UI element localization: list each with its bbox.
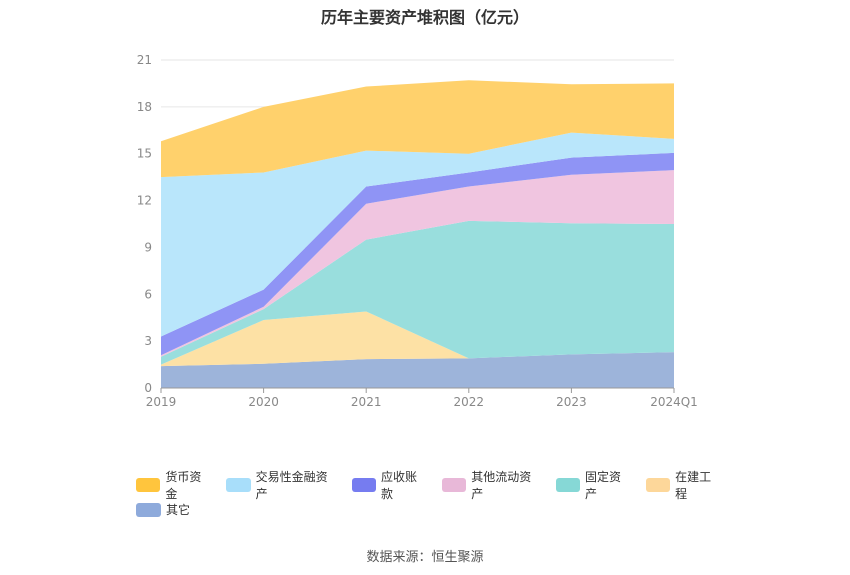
legend-label: 交易性金融资产 bbox=[255, 469, 328, 501]
legend-label: 在建工程 bbox=[675, 469, 712, 501]
area-series-应收账款 bbox=[161, 152, 674, 356]
legend-row: 货币资金 交易性金融资产 应收账款 其他流动资产 固定资产 在建工程 bbox=[136, 470, 736, 501]
legend-item[interactable]: 固定资产 bbox=[555, 468, 632, 502]
data-source-note: 数据来源：恒生聚源 bbox=[366, 550, 484, 565]
area-series-货币资金 bbox=[161, 80, 674, 178]
area-series-固定资产 bbox=[161, 220, 674, 365]
area-series-其他流动资产 bbox=[161, 170, 674, 357]
y-tick-label: 18 bbox=[137, 100, 152, 114]
y-tick-label: 12 bbox=[137, 194, 152, 208]
legend-swatch bbox=[136, 502, 161, 517]
legend-label: 其他流动资产 bbox=[471, 469, 532, 501]
legend-swatch bbox=[555, 477, 580, 492]
x-tick-label: 2023 bbox=[556, 395, 587, 409]
legend-item[interactable]: 其它 bbox=[136, 501, 190, 518]
chart-title: 历年主要资产堆积图（亿元） bbox=[320, 8, 529, 27]
y-tick-label: 9 bbox=[144, 240, 152, 254]
legend-item[interactable]: 交易性金融资产 bbox=[226, 468, 337, 502]
legend-label: 其它 bbox=[166, 503, 191, 517]
x-tick-label: 2024Q1 bbox=[650, 395, 698, 409]
x-tick-label: 2019 bbox=[146, 395, 177, 409]
legend-item[interactable]: 在建工程 bbox=[645, 468, 722, 502]
x-tick-label: 2021 bbox=[351, 395, 382, 409]
area-series-交易性金融资产 bbox=[161, 132, 674, 337]
y-tick-label: 0 bbox=[144, 381, 152, 395]
legend-swatch bbox=[645, 477, 671, 492]
stacked-area-chart: 0 3 6 9 12 15 18 21 2019 2020 2021 2022 2023 2024Q1 bbox=[137, 53, 698, 409]
y-tick-label: 3 bbox=[144, 334, 152, 348]
legend-label: 货币资金 bbox=[165, 469, 202, 501]
area-series-在建工程 bbox=[161, 311, 674, 367]
y-tick-label: 21 bbox=[137, 53, 152, 67]
x-tick-label: 2020 bbox=[248, 395, 279, 409]
y-tick-label: 15 bbox=[137, 147, 152, 161]
legend-item[interactable]: 其他流动资产 bbox=[441, 468, 542, 502]
legend-item[interactable]: 应收账款 bbox=[351, 468, 428, 502]
legend-item[interactable]: 货币资金 bbox=[136, 468, 212, 502]
legend-row: 其它 bbox=[136, 497, 736, 522]
legend-label: 应收账款 bbox=[381, 469, 418, 501]
legend-swatch bbox=[136, 477, 161, 492]
y-tick-label: 6 bbox=[144, 287, 152, 301]
legend-swatch bbox=[441, 477, 467, 492]
legend-swatch bbox=[226, 477, 251, 492]
legend-label: 固定资产 bbox=[584, 469, 621, 501]
chart-legend: 货币资金 交易性金融资产 应收账款 其他流动资产 固定资产 在建工程其它 bbox=[136, 470, 736, 522]
legend-swatch bbox=[351, 477, 377, 492]
area-series-其它 bbox=[161, 352, 674, 388]
x-tick-label: 2022 bbox=[454, 395, 485, 409]
